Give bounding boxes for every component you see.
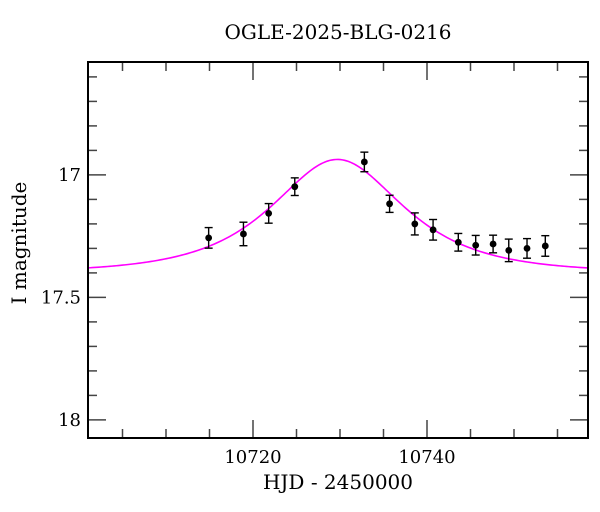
y-tick-label: 18	[58, 410, 81, 431]
plot-frame	[87, 61, 589, 439]
data-point	[504, 238, 513, 263]
x-axis-ticks	[121, 62, 559, 438]
data-point-marker	[541, 242, 549, 250]
data-point	[239, 221, 248, 247]
data-point	[290, 177, 299, 197]
data-point-marker	[454, 238, 462, 246]
data-point	[264, 202, 273, 224]
data-point-marker	[386, 200, 393, 208]
y-axis-ticks	[88, 76, 588, 421]
data-point-marker	[505, 246, 513, 254]
data-point-marker	[523, 245, 531, 252]
x-tick-label: 10720	[224, 447, 281, 468]
x-axis-label: HJD - 2450000	[262, 470, 414, 494]
data-point-marker	[472, 241, 480, 249]
data-point	[204, 226, 213, 249]
data-point-marker	[265, 209, 273, 217]
data-point-marker	[240, 230, 247, 238]
data-point	[489, 234, 498, 254]
y-tick-label: 17.5	[41, 287, 81, 308]
y-tick-label: 17	[58, 165, 81, 186]
data-point	[541, 234, 550, 257]
data-point	[410, 212, 419, 236]
x-tick-label: 10740	[398, 447, 455, 468]
data-point-marker	[429, 226, 437, 234]
data-points	[204, 151, 550, 263]
data-point-marker	[291, 183, 299, 191]
data-point	[523, 237, 532, 259]
data-point	[471, 234, 480, 256]
data-point	[360, 151, 369, 173]
data-point-marker	[205, 234, 213, 242]
data-point-marker	[411, 220, 419, 228]
model-curve	[87, 158, 589, 269]
data-point	[454, 232, 463, 252]
data-point-marker	[489, 240, 497, 248]
data-point	[385, 194, 394, 214]
chart-title: OGLE-2025-BLG-0216	[224, 20, 452, 44]
data-point	[429, 218, 438, 241]
data-point-marker	[360, 158, 368, 166]
